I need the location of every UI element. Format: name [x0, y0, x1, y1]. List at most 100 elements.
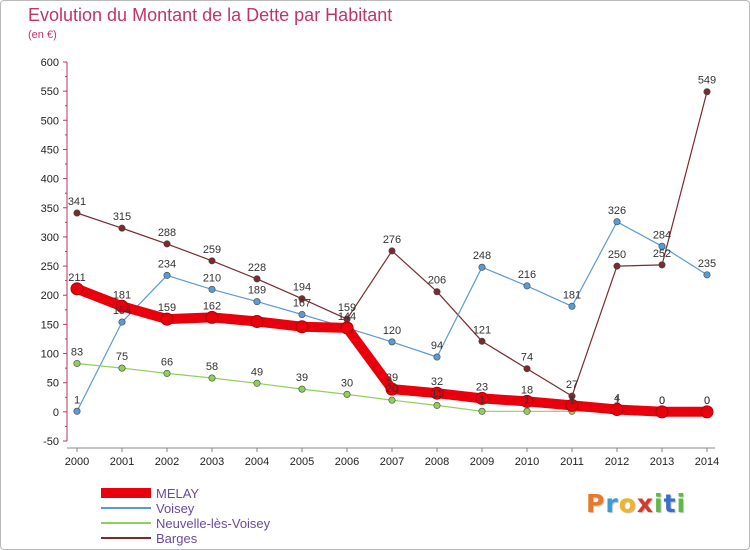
data-label-melay: 0: [659, 395, 665, 407]
data-label-barges: 74: [521, 352, 533, 364]
data-label-barges: 315: [113, 211, 131, 223]
y-tick-label: 400: [41, 174, 59, 186]
data-point-melay: [655, 405, 669, 419]
data-point-barges: [613, 262, 621, 270]
data-point-neuvelle-l-s-voisey: [388, 396, 396, 404]
data-point-barges: [388, 247, 396, 255]
y-tick-label: 300: [41, 232, 59, 244]
data-label-barges: 341: [68, 196, 86, 208]
data-label-voisey: 189: [248, 285, 266, 297]
data-point-barges: [163, 240, 171, 248]
data-label-barges: 276: [383, 234, 401, 246]
data-label-melay: 0: [704, 395, 710, 407]
x-tick-label: 2009: [470, 456, 494, 468]
y-tick-label: 600: [41, 57, 59, 69]
data-label-neuvelle-l-s-voisey: 20: [386, 383, 398, 395]
data-label-neuvelle-l-s-voisey: 0: [659, 395, 665, 407]
data-label-barges: 194: [293, 282, 311, 294]
data-point-voisey: [523, 282, 531, 290]
data-point-melay: [160, 312, 174, 326]
x-tick-label: 2004: [245, 456, 269, 468]
data-point-melay: [250, 314, 264, 328]
data-point-melay: [340, 321, 354, 335]
data-label-barges: 259: [203, 244, 221, 256]
data-label-barges: 250: [608, 249, 626, 261]
x-tick-label: 2011: [560, 456, 584, 468]
data-label-voisey: 248: [473, 250, 491, 262]
data-point-neuvelle-l-s-voisey: [163, 369, 171, 377]
y-tick-label: 100: [41, 349, 59, 361]
data-label-voisey: 144: [338, 311, 356, 323]
data-point-voisey: [298, 310, 306, 318]
legend-label-barges: Barges: [156, 531, 198, 546]
data-label-melay: 32: [431, 376, 443, 388]
legend-label-melay: MELAY: [156, 486, 199, 501]
chart-subtitle: (en €): [28, 29, 57, 41]
data-label-melay: 211: [68, 272, 86, 284]
data-label-melay: 181: [113, 289, 131, 301]
data-point-voisey: [253, 298, 261, 306]
x-tick-label: 2014: [695, 456, 719, 468]
x-tick-label: 2013: [650, 456, 674, 468]
data-point-voisey: [73, 407, 81, 415]
chart-title: Evolution du Montant de la Dette par Hab…: [28, 5, 393, 25]
data-point-melay: [115, 299, 129, 313]
data-label-voisey: 234: [158, 258, 176, 270]
data-label-melay: 159: [158, 302, 176, 314]
data-label-barges: 159: [338, 302, 356, 314]
data-point-voisey: [703, 271, 711, 279]
data-label-melay: 39: [386, 372, 398, 384]
x-tick-label: 2006: [335, 456, 359, 468]
data-label-neuvelle-l-s-voisey: 83: [71, 346, 83, 358]
data-label-voisey: 120: [383, 325, 401, 337]
y-tick-label: 350: [41, 203, 59, 215]
data-label-neuvelle-l-s-voisey: 66: [161, 356, 173, 368]
y-tick-label: 500: [41, 115, 59, 127]
y-tick-label: 50: [47, 378, 59, 390]
x-tick-label: 2008: [425, 456, 449, 468]
data-point-neuvelle-l-s-voisey: [523, 407, 531, 415]
data-point-melay: [205, 310, 219, 324]
data-point-voisey: [658, 242, 666, 250]
data-label-voisey: 235: [698, 258, 716, 270]
data-point-voisey: [433, 353, 441, 361]
data-label-voisey: 94: [431, 340, 443, 352]
data-point-neuvelle-l-s-voisey: [253, 379, 261, 387]
data-label-voisey: 167: [293, 297, 311, 309]
x-tick-label: 2000: [65, 456, 89, 468]
y-tick-label: -50: [43, 436, 59, 448]
data-label-barges: 549: [698, 75, 716, 87]
data-point-melay: [565, 398, 579, 412]
data-point-barges: [433, 288, 441, 296]
data-point-melay: [475, 391, 489, 405]
data-point-voisey: [163, 271, 171, 279]
data-label-melay: 4: [614, 393, 620, 405]
data-point-melay: [430, 386, 444, 400]
data-label-neuvelle-l-s-voisey: 49: [251, 366, 263, 378]
data-point-melay: [520, 394, 534, 408]
y-tick-label: 450: [41, 144, 59, 156]
data-point-voisey: [568, 302, 576, 310]
data-label-voisey: 154: [113, 305, 131, 317]
data-point-voisey: [118, 318, 126, 326]
data-label-voisey: 1: [74, 394, 80, 406]
data-point-neuvelle-l-s-voisey: [118, 364, 126, 372]
proxiti-logo: Proxiti: [586, 489, 687, 518]
legend-label-neuvelle-l-s-voisey: Neuvelle-lès-Voisey: [156, 516, 271, 531]
data-label-barges: 121: [473, 324, 491, 336]
data-label-neuvelle-l-s-voisey: 11: [431, 388, 442, 400]
x-tick-label: 2001: [110, 456, 134, 468]
data-label-barges: 228: [248, 262, 266, 274]
data-label-voisey: 181: [563, 289, 581, 301]
data-label-neuvelle-l-s-voisey: 30: [341, 377, 353, 389]
data-label-neuvelle-l-s-voisey: 1: [479, 394, 485, 406]
data-point-neuvelle-l-s-voisey: [478, 407, 486, 415]
data-point-neuvelle-l-s-voisey: [208, 374, 216, 382]
data-label-barges: 252: [653, 248, 671, 260]
y-tick-label: 200: [41, 290, 59, 302]
x-tick-label: 2012: [605, 456, 629, 468]
data-point-neuvelle-l-s-voisey: [433, 401, 441, 409]
data-point-neuvelle-l-s-voisey: [343, 390, 351, 398]
data-label-neuvelle-l-s-voisey: 0: [704, 395, 710, 407]
